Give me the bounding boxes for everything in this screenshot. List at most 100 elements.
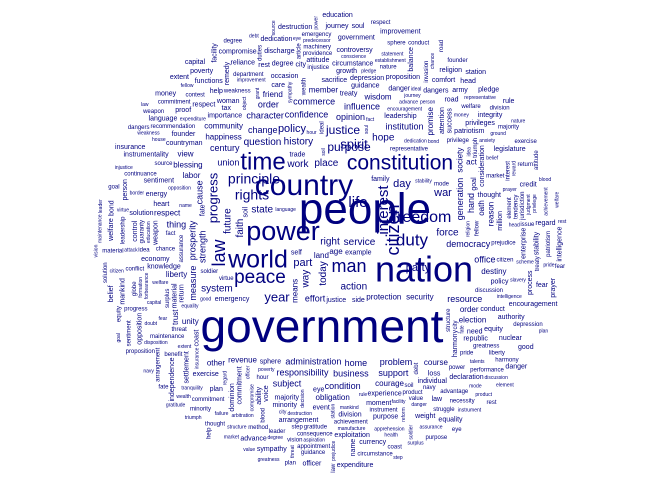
word-small-28: virtue xyxy=(219,276,234,282)
word-small-213: soldier xyxy=(408,425,414,440)
word-progress-20: progress xyxy=(205,172,220,223)
word-small-153: formation xyxy=(138,277,144,298)
word-small-119: solution xyxy=(129,210,153,217)
word-small-318: greatness xyxy=(258,457,280,463)
word-small-145: interest xyxy=(506,161,512,181)
word-small-21: compromise xyxy=(249,384,255,411)
word-destiny-98: destiny xyxy=(481,267,506,276)
word-democracy-48: democracy xyxy=(446,239,491,249)
word-small-191: nuclear xyxy=(499,335,523,342)
word-small-107: road xyxy=(444,97,458,104)
word-small-92: degree xyxy=(272,61,294,68)
word-resource-63: resource xyxy=(447,294,482,304)
word-small-8: sphere xyxy=(260,358,282,365)
word-small-68: exercise xyxy=(193,371,219,378)
word-time-6: time xyxy=(240,148,285,175)
word-heart-119: heart xyxy=(153,201,169,208)
word-small-252: citizen xyxy=(110,269,124,275)
word-small-96: danger xyxy=(411,402,427,408)
word-small-170: army xyxy=(452,87,468,94)
word-small-87: bond xyxy=(428,139,439,145)
word-small-38: thought xyxy=(478,192,501,199)
word-small-270: injustice xyxy=(115,165,133,171)
word-small-75: facility xyxy=(392,399,406,405)
word-small-207: structure xyxy=(227,424,247,430)
word-power-4: power xyxy=(246,216,320,246)
word-knowledge-101: knowledge xyxy=(147,264,181,271)
word-liberty-81: liberty xyxy=(166,270,187,279)
word-small-187: performance xyxy=(470,368,504,374)
word-small-199: progress xyxy=(124,306,147,312)
word-small-22: weakness xyxy=(223,88,251,94)
word-small-80: purpose xyxy=(373,413,398,420)
word-small-348: step xyxy=(393,455,403,461)
word-small-137: enterprise xyxy=(521,228,528,259)
word-small-116: privileges xyxy=(465,120,495,127)
word-generation-57: generation xyxy=(455,178,465,221)
word-small-283: soil xyxy=(404,383,413,389)
word-courage-84: courage xyxy=(375,379,404,388)
word-small-31: privilege xyxy=(447,138,470,144)
word-woman-130: woman xyxy=(216,98,240,105)
word-union-61: union xyxy=(217,158,239,168)
word-small-227: compromise xyxy=(219,48,257,55)
word-small-44: division xyxy=(338,412,361,419)
word-small-71: sentiment xyxy=(144,178,174,185)
word-small-76: pride xyxy=(460,351,474,357)
word-small-300: nature xyxy=(511,118,525,124)
word-small-159: aspiration xyxy=(303,437,325,443)
word-small-10: mode xyxy=(434,181,450,187)
word-peace-8: peace xyxy=(234,267,286,288)
word-war-26: war xyxy=(433,187,452,199)
word-small-296: extent xyxy=(170,74,189,81)
word-support-64: support xyxy=(378,368,409,378)
word-small-225: chance xyxy=(430,53,436,69)
word-history-36: history xyxy=(284,136,313,147)
word-small-4: representative xyxy=(390,146,429,152)
word-small-13: assurance xyxy=(179,234,185,262)
word-small-48: fear xyxy=(159,316,168,322)
word-individual-128: individual xyxy=(418,378,448,385)
word-justice-104: justice xyxy=(325,297,346,304)
word-small-248: journey xyxy=(325,23,349,30)
word-small-184: continuance xyxy=(124,171,157,177)
word-small-212: dedication xyxy=(260,36,292,43)
word-small-329: prayer xyxy=(550,277,557,298)
word-small-325: solution xyxy=(103,262,109,283)
word-small-91: source xyxy=(154,161,173,167)
word-small-277: sentiment xyxy=(126,320,132,346)
word-man-11: man xyxy=(331,256,366,276)
word-small-196: appointment xyxy=(297,444,330,450)
word-small-157: invasion xyxy=(424,61,430,83)
word-small-35: treaty xyxy=(340,90,358,97)
word-small-174: tranquility xyxy=(181,386,203,392)
word-growth-133: growth xyxy=(336,68,357,75)
word-small-164: proof xyxy=(175,107,191,114)
word-small-41: coast xyxy=(193,330,200,347)
word-small-83: attitude xyxy=(306,57,329,64)
word-small-33: sympathy xyxy=(287,81,293,103)
word-small-86: dangers xyxy=(423,87,449,94)
word-small-552: rest xyxy=(558,219,567,225)
word-small-239: sympathy xyxy=(257,446,287,453)
word-small-29: harmony xyxy=(452,329,459,357)
word-small-47: city xyxy=(295,61,306,68)
word-small-290: expenditure xyxy=(337,462,374,469)
word-small-7: soldier xyxy=(200,269,218,275)
word-self-105: self xyxy=(291,250,302,257)
word-small-117: forbearance xyxy=(144,272,150,299)
word-change-60: change xyxy=(248,125,278,135)
word-small-232: majority xyxy=(498,125,519,131)
word-revenue-69: revenue xyxy=(228,356,257,365)
word-small-280: founder xyxy=(447,58,467,64)
word-small-26: majority xyxy=(275,395,300,402)
word-voice-107: voice xyxy=(263,385,270,401)
word-small-337: help xyxy=(206,427,212,439)
word-small-297: source xyxy=(271,20,277,35)
word-happiness-70: happiness xyxy=(205,133,241,142)
word-small-190: struggle xyxy=(433,407,455,413)
word-small-39: mankind xyxy=(340,405,359,411)
word-small-148: benefit xyxy=(164,352,182,358)
word-prosperity-52: prosperity xyxy=(188,220,198,260)
word-place-34: place xyxy=(314,158,338,169)
